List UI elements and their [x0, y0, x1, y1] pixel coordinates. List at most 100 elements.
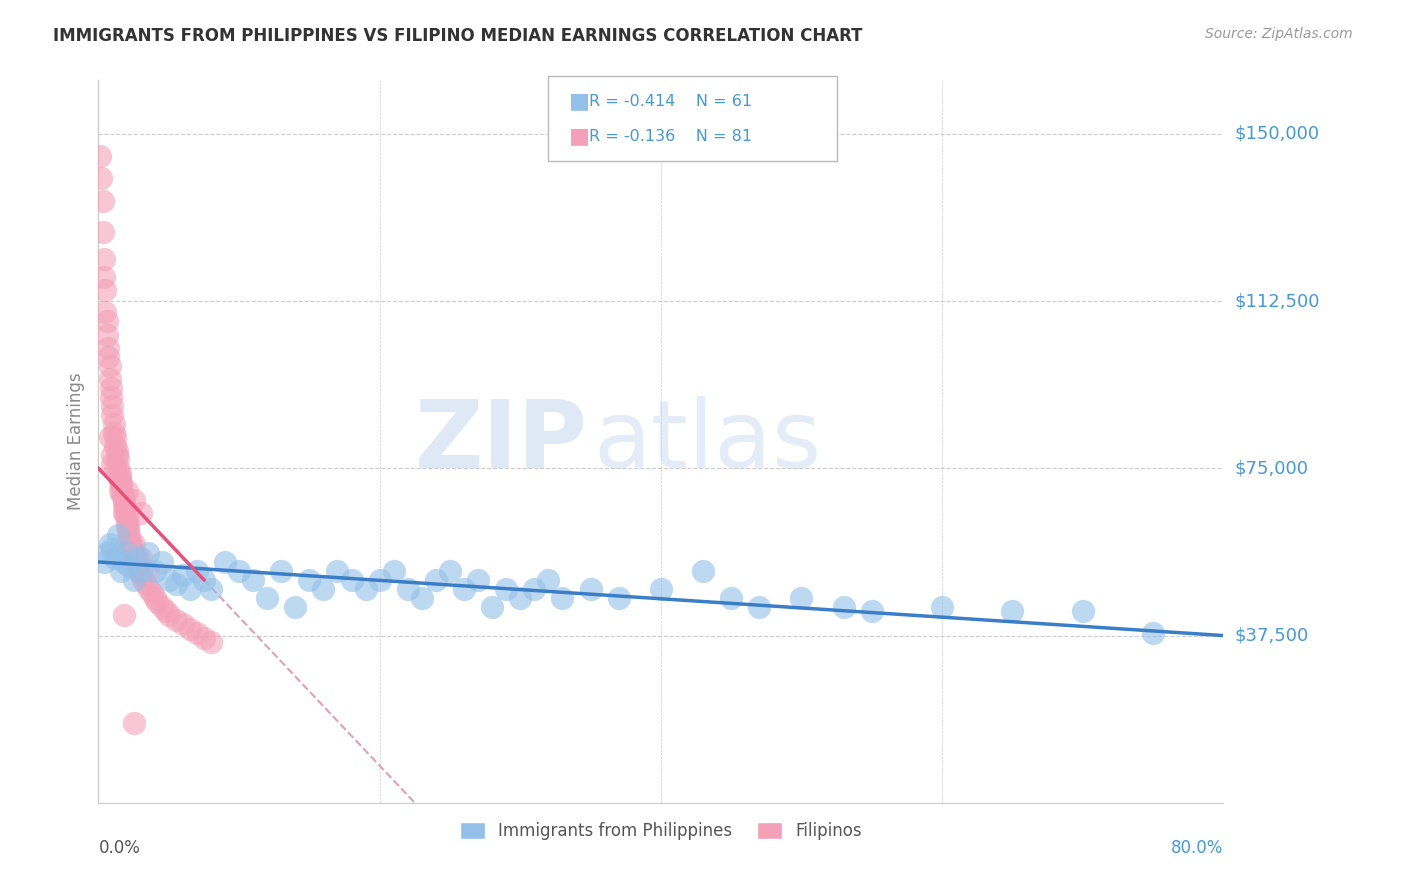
- Point: [115, 483, 138, 498]
- Point: [110, 475, 132, 489]
- Point: [112, 506, 135, 520]
- Point: [101, 457, 124, 471]
- Text: ■: ■: [569, 92, 591, 112]
- Point: [118, 533, 141, 547]
- Point: [91, 194, 114, 208]
- Point: [100, 381, 122, 395]
- Point: [1001, 604, 1024, 618]
- Point: [186, 626, 208, 640]
- Point: [125, 555, 148, 569]
- Text: $150,000: $150,000: [1234, 125, 1319, 143]
- Point: [110, 564, 132, 578]
- Point: [104, 430, 127, 444]
- Point: [692, 564, 714, 578]
- Point: [122, 573, 145, 587]
- Point: [135, 577, 157, 591]
- Point: [122, 546, 145, 560]
- Point: [128, 564, 150, 578]
- Point: [193, 573, 215, 587]
- Point: [129, 568, 152, 582]
- Point: [108, 483, 131, 498]
- Point: [200, 582, 222, 596]
- Text: $112,500: $112,500: [1234, 292, 1320, 310]
- Point: [150, 599, 173, 614]
- Point: [832, 599, 855, 614]
- Point: [481, 599, 503, 614]
- Point: [439, 564, 461, 578]
- Point: [256, 591, 278, 605]
- Point: [143, 591, 166, 605]
- Text: 80.0%: 80.0%: [1171, 838, 1223, 857]
- Text: $37,500: $37,500: [1234, 626, 1309, 645]
- Point: [104, 550, 127, 565]
- Text: ■: ■: [569, 127, 591, 146]
- Point: [860, 604, 883, 618]
- Point: [931, 599, 953, 614]
- Point: [122, 492, 145, 507]
- Point: [115, 546, 138, 560]
- Point: [115, 515, 138, 529]
- Y-axis label: Median Earnings: Median Earnings: [66, 373, 84, 510]
- Point: [146, 595, 169, 609]
- Point: [94, 305, 117, 319]
- Point: [103, 425, 125, 440]
- Point: [108, 475, 131, 489]
- Point: [94, 283, 117, 297]
- Point: [98, 537, 121, 551]
- Point: [537, 573, 560, 587]
- Point: [284, 599, 307, 614]
- Point: [105, 448, 128, 462]
- Point: [298, 573, 321, 587]
- Point: [129, 506, 152, 520]
- Point: [790, 591, 813, 605]
- Point: [214, 555, 236, 569]
- Point: [523, 582, 546, 596]
- Point: [129, 550, 152, 565]
- Point: [101, 541, 124, 556]
- Point: [108, 470, 131, 484]
- Point: [96, 314, 118, 328]
- Point: [179, 582, 201, 596]
- Point: [105, 443, 128, 458]
- Point: [127, 559, 149, 574]
- Text: R = -0.414    N = 61: R = -0.414 N = 61: [589, 94, 752, 109]
- Point: [129, 564, 152, 578]
- Point: [93, 555, 115, 569]
- Point: [607, 591, 630, 605]
- Point: [172, 568, 194, 582]
- Point: [98, 372, 121, 386]
- Point: [118, 528, 141, 542]
- Point: [165, 613, 187, 627]
- Point: [101, 408, 124, 422]
- Point: [110, 479, 132, 493]
- Point: [720, 591, 742, 605]
- Point: [112, 497, 135, 511]
- Point: [326, 564, 349, 578]
- Point: [650, 582, 672, 596]
- Point: [103, 417, 125, 431]
- Point: [97, 341, 120, 355]
- Point: [495, 582, 517, 596]
- Point: [396, 582, 419, 596]
- Point: [93, 269, 115, 284]
- Point: [117, 524, 139, 538]
- Point: [157, 608, 180, 623]
- Point: [112, 608, 135, 623]
- Text: atlas: atlas: [593, 395, 821, 488]
- Point: [155, 604, 177, 618]
- Point: [107, 461, 129, 475]
- Point: [91, 225, 114, 239]
- Point: [200, 635, 222, 649]
- Point: [312, 582, 335, 596]
- Point: [107, 528, 129, 542]
- Point: [122, 715, 145, 730]
- Point: [165, 577, 187, 591]
- Text: R = -0.136    N = 81: R = -0.136 N = 81: [589, 128, 752, 144]
- Text: ZIP: ZIP: [415, 395, 588, 488]
- Point: [186, 564, 208, 578]
- Point: [100, 390, 122, 404]
- Point: [467, 573, 489, 587]
- Point: [115, 519, 138, 533]
- Point: [136, 546, 159, 560]
- Point: [89, 149, 111, 163]
